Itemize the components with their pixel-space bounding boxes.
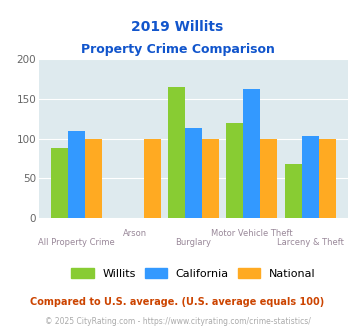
Text: Compared to U.S. average. (U.S. average equals 100): Compared to U.S. average. (U.S. average … [31, 297, 324, 307]
Text: Burglary: Burglary [175, 238, 212, 248]
Bar [85, 139, 102, 218]
Bar [168, 87, 185, 218]
Text: Larceny & Theft: Larceny & Theft [277, 238, 344, 248]
Text: © 2025 CityRating.com - https://www.cityrating.com/crime-statistics/: © 2025 CityRating.com - https://www.city… [45, 317, 310, 326]
Bar [319, 139, 336, 218]
Text: All Property Crime: All Property Crime [38, 238, 115, 248]
Bar [244, 89, 260, 218]
Bar [143, 139, 160, 218]
Bar [51, 148, 68, 218]
Bar [185, 128, 202, 218]
Legend: Willits, California, National: Willits, California, National [71, 268, 316, 279]
Text: 2019 Willits: 2019 Willits [131, 20, 224, 34]
Bar [202, 139, 219, 218]
Text: Arson: Arson [123, 229, 147, 238]
Bar [260, 139, 277, 218]
Bar [226, 123, 244, 218]
Bar [302, 136, 319, 218]
Bar [68, 131, 85, 218]
Text: Property Crime Comparison: Property Crime Comparison [81, 43, 274, 56]
Text: Motor Vehicle Theft: Motor Vehicle Theft [211, 229, 293, 238]
Bar [285, 164, 302, 218]
